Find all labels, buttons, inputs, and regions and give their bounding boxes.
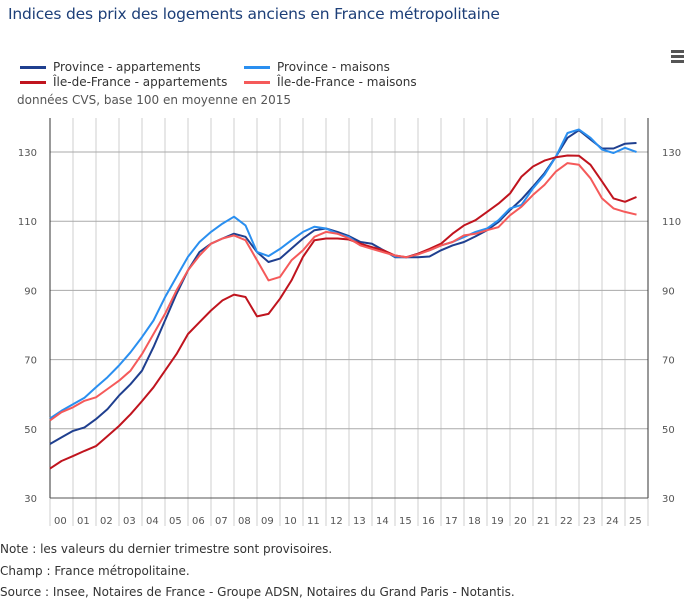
- x-tick-label: 02: [100, 516, 113, 527]
- y-tick-label-right: 30: [662, 494, 675, 505]
- chart-subtitle: données CVS, base 100 en moyenne en 2015: [17, 93, 292, 107]
- x-tick-label: 07: [215, 516, 228, 527]
- y-tick-label-right: 70: [662, 356, 675, 367]
- legend-swatch: [244, 81, 270, 84]
- x-tick-label: 15: [399, 516, 412, 527]
- y-tick-label-right: 130: [662, 148, 681, 159]
- x-tick-label: 24: [606, 516, 619, 527]
- y-tick-label-right: 50: [662, 425, 675, 436]
- legend-swatch: [20, 66, 46, 69]
- series-line-2: [49, 154, 637, 470]
- x-tick-label: 18: [468, 516, 481, 527]
- y-tick-label-left: 110: [18, 217, 37, 228]
- x-tick-label: 06: [192, 516, 205, 527]
- note-text: Note : les valeurs du dernier trimestre …: [0, 542, 333, 556]
- x-tick-label: 19: [491, 516, 504, 527]
- x-tick-label: 00: [54, 516, 67, 527]
- x-tick-label: 11: [307, 516, 320, 527]
- series-line-3: [49, 162, 637, 422]
- x-tick-label: 13: [353, 516, 366, 527]
- y-tick-label-left: 30: [24, 494, 37, 505]
- y-tick-label-right: 110: [662, 217, 681, 228]
- y-tick-label-left: 50: [24, 425, 37, 436]
- legend-swatch: [244, 66, 270, 69]
- y-tick-label-left: 130: [18, 148, 37, 159]
- legend-label: Île-de-France - appartements: [53, 75, 228, 89]
- legend-label: Province - appartements: [53, 60, 201, 74]
- x-tick-label: 04: [146, 516, 159, 527]
- y-tick-label-left: 70: [24, 356, 37, 367]
- x-tick-label: 10: [284, 516, 297, 527]
- legend-label: Île-de-France - maisons: [277, 75, 417, 89]
- notes: Note : les valeurs du dernier trimestre …: [0, 542, 515, 602]
- legend-label: Province - maisons: [277, 60, 390, 74]
- x-tick-label: 21: [537, 516, 550, 527]
- legend-swatch: [20, 81, 46, 84]
- x-tick-label: 20: [514, 516, 527, 527]
- x-tick-label: 01: [77, 516, 90, 527]
- x-tick-label: 05: [169, 516, 182, 527]
- x-tick-label: 17: [445, 516, 458, 527]
- x-tick-label: 12: [330, 516, 343, 527]
- x-tick-label: 08: [238, 516, 251, 527]
- legend-item[interactable]: Île-de-France - maisons: [244, 75, 417, 89]
- y-tick-label-left: 90: [24, 286, 37, 297]
- hamburger-icon[interactable]: [671, 50, 684, 65]
- x-tick-label: 16: [422, 516, 435, 527]
- legend-item[interactable]: Province - maisons: [244, 60, 390, 74]
- y-tick-label-right: 90: [662, 286, 675, 297]
- x-tick-label: 09: [261, 516, 274, 527]
- chart-title: Indices des prix des logements anciens e…: [8, 5, 500, 23]
- x-tick-label: 25: [629, 516, 642, 527]
- source-text: Source : Insee, Notaires de France - Gro…: [0, 585, 515, 599]
- legend-item[interactable]: Île-de-France - appartements: [20, 75, 227, 89]
- x-tick-label: 14: [376, 516, 389, 527]
- x-tick-label: 03: [123, 516, 136, 527]
- legend-item[interactable]: Province - appartements: [20, 60, 201, 74]
- series-line-0: [49, 129, 637, 445]
- x-tick-label: 23: [583, 516, 596, 527]
- field-text: Champ : France métropolitaine.: [0, 563, 190, 578]
- x-tick-label: 22: [560, 516, 573, 527]
